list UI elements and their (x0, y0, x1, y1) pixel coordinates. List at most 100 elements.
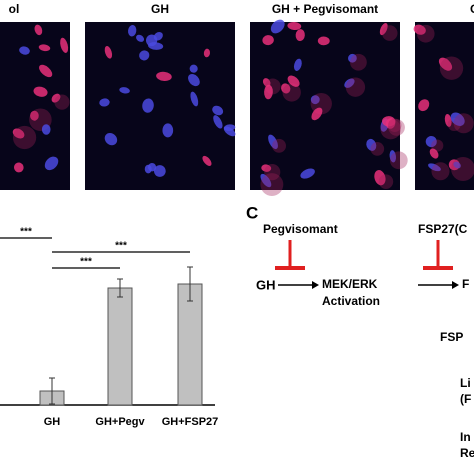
node: Li (460, 376, 471, 390)
nucleus (153, 165, 166, 177)
stain (260, 173, 284, 196)
nucleus (33, 86, 48, 97)
significance-label: *** (115, 241, 127, 252)
nucleus (213, 115, 223, 129)
panel-label: ol (9, 2, 20, 16)
nucleus (425, 136, 437, 148)
panel-label: GH + Pegvisomant (272, 2, 378, 16)
nucleus (264, 84, 273, 100)
inhibitor: FSP27(C (418, 222, 468, 236)
nucleus (295, 29, 305, 42)
nucleus (12, 128, 25, 139)
stain (381, 25, 398, 41)
micrograph (250, 22, 400, 190)
nucleus (139, 50, 150, 61)
nucleus (41, 124, 51, 135)
nucleus (444, 113, 452, 127)
stain (345, 77, 366, 97)
nucleus (268, 134, 278, 150)
nucleus (261, 164, 272, 172)
nucleus (429, 148, 439, 159)
node: Activation (322, 294, 380, 308)
nucleus (344, 78, 355, 88)
stain (54, 94, 70, 110)
node: (F (460, 392, 471, 406)
nucleus (144, 164, 152, 174)
node: GH (256, 277, 276, 292)
nucleus (38, 44, 51, 52)
significance-label: *** (20, 227, 32, 238)
significance-label: *** (80, 257, 92, 268)
nucleus (60, 37, 69, 53)
nucleus (450, 112, 465, 126)
node: In (460, 430, 471, 444)
nucleus (223, 126, 236, 137)
node: Re (460, 446, 474, 460)
nucleus (260, 173, 272, 188)
stain (389, 151, 408, 170)
nucleus (44, 156, 59, 171)
nucleus (136, 34, 145, 42)
nucleus (104, 133, 118, 146)
stain (282, 83, 301, 102)
stain (431, 162, 450, 181)
nucleus (310, 95, 320, 105)
micrograph (0, 22, 70, 190)
nucleus (13, 162, 24, 173)
nucleus (438, 57, 453, 71)
nucleus (311, 107, 323, 121)
node: MEK/ERK (322, 277, 378, 291)
stain (272, 138, 286, 153)
arrow-head (452, 281, 459, 289)
nucleus (382, 116, 396, 127)
bar-chart: GH GH+Pegv GH+FSP27 *** *** *** (0, 227, 218, 428)
stain (350, 53, 367, 71)
nucleus (34, 24, 43, 36)
node: F (462, 277, 469, 291)
nucleus (148, 42, 164, 50)
panel-label: GH (470, 2, 474, 16)
nucleus (270, 19, 285, 34)
stain (416, 24, 435, 43)
nucleus (128, 24, 137, 37)
stain (439, 56, 464, 80)
nucleus (413, 24, 426, 35)
stain (370, 142, 385, 156)
nucleus (300, 168, 315, 179)
nucleus (374, 170, 386, 186)
nucleus (293, 58, 302, 71)
stain (12, 125, 37, 150)
x-tick-label: GH+Pegv (95, 416, 145, 428)
nucleus (366, 138, 377, 151)
nucleus (156, 71, 172, 81)
nucleus (162, 123, 174, 138)
inhibitor: Pegvisomant (263, 222, 338, 236)
nucleus (142, 98, 154, 113)
micrographs (0, 19, 474, 196)
node: FSP (440, 330, 463, 344)
nucleus (202, 155, 212, 166)
nucleus (389, 150, 397, 163)
stain (431, 139, 444, 152)
nucleus (317, 36, 330, 46)
nucleus (287, 75, 300, 87)
nucleus (153, 31, 163, 41)
panel-letter: C (246, 203, 258, 222)
nucleus (51, 93, 61, 103)
stain (388, 118, 402, 133)
nucleus (418, 99, 430, 112)
arrow-head (312, 281, 319, 289)
pathway: C Pegvisomant GH MEK/ERK Activation FSP2… (246, 203, 474, 460)
nucleus (30, 110, 39, 121)
nucleus (348, 53, 357, 63)
x-tick-label: GH+FSP27 (162, 416, 219, 428)
bar (177, 283, 203, 406)
nucleus (379, 23, 388, 36)
nucleus (119, 87, 130, 94)
nucleus (262, 78, 271, 87)
nucleus (453, 161, 461, 169)
nucleus (99, 98, 110, 107)
nucleus (188, 73, 200, 87)
nucleus (190, 91, 199, 107)
